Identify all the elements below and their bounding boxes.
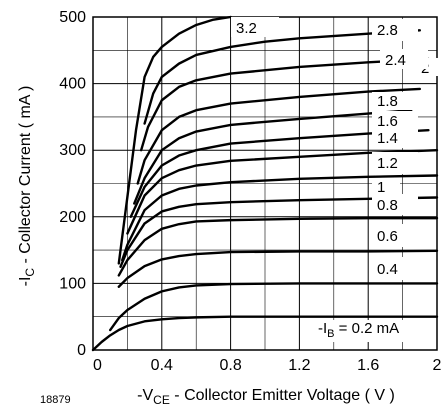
curve-label-ib-1: 1 xyxy=(377,179,385,196)
curve-labels: -IB = 0.2 mA0.40.60.811.21.41.61.822.42.… xyxy=(231,17,441,342)
curve-ib-0-8 xyxy=(117,216,439,277)
y-tick-label: 0 xyxy=(77,342,86,359)
curve-ib-0-6 xyxy=(117,249,439,288)
y-tick-label: 100 xyxy=(59,275,86,292)
y-tick-labels: 0 100 200 300 400 500 xyxy=(59,9,86,359)
characteristic-curves xyxy=(91,15,439,352)
curve-ib-1-6 xyxy=(129,129,430,218)
y-tick-label: 200 xyxy=(59,209,86,226)
curve-label-background xyxy=(372,178,400,194)
curve-label-background xyxy=(372,194,418,215)
curve-label-background xyxy=(372,92,418,110)
x-tick-label: 0 xyxy=(93,357,102,374)
y-tick-label: 400 xyxy=(59,76,86,93)
curve-label-ib-1-4: 1.4 xyxy=(377,130,398,147)
curve-label-background xyxy=(231,17,279,37)
curve-label-ib-2-8: 2.8 xyxy=(377,22,398,39)
curve-label-ib-0-8: 0.8 xyxy=(377,197,398,214)
curve-label-ib-2-4: 2.4 xyxy=(385,52,406,69)
curve-ib-2-4 xyxy=(139,57,430,152)
curve-label-background xyxy=(380,49,428,69)
curve-ib-1-2 xyxy=(121,174,439,262)
x-tick-label: 2 xyxy=(433,357,442,374)
curve-label-ib-0-4: 0.4 xyxy=(377,261,398,278)
x-axis-title: -VCE - Collector Emitter Voltage ( V ) xyxy=(137,387,395,407)
figure-id: 18879 xyxy=(40,394,71,406)
curve-label-ib-3-2: 3.2 xyxy=(236,20,257,37)
curve-ib-2 xyxy=(136,87,421,185)
x-tick-label: 0.4 xyxy=(151,357,173,374)
curve-label-ib-1-6: 1.6 xyxy=(377,113,398,130)
y-tick-label: 300 xyxy=(59,142,86,159)
curve-label-ib-0-6: 0.6 xyxy=(377,228,398,245)
curve-label-background xyxy=(303,320,429,342)
curve-label-ib-1-2: 1.2 xyxy=(377,155,398,172)
y-axis-title: -IC - Collector Current ( mA ) xyxy=(17,86,37,287)
x-tick-labels: 0 0.4 0.8 1.2 1.6 2 xyxy=(93,357,442,374)
x-tick-label: 1.6 xyxy=(357,357,379,374)
curve-ib-1-4 xyxy=(126,149,439,235)
curve-ib-1-8 xyxy=(133,109,413,205)
curve-ib-1 xyxy=(119,196,439,268)
curve-label-background xyxy=(372,111,418,129)
curve-label-background xyxy=(372,19,418,41)
curve-label-background xyxy=(372,128,418,148)
x-tick-label: 1.2 xyxy=(288,357,310,374)
curve-ib-0-4 xyxy=(109,282,439,332)
curve-label-ib-1-8: 1.8 xyxy=(377,93,398,110)
x-tick-label: 0.8 xyxy=(219,357,241,374)
curve-ib-2-8 xyxy=(143,29,421,125)
curve-label-background xyxy=(372,224,418,247)
curve-ib-3-2 xyxy=(117,15,232,265)
curve-ib-0-2 xyxy=(91,315,439,352)
curve-label-background xyxy=(372,257,418,280)
curve-label-ib-0-2: -IB = 0.2 mA xyxy=(318,320,399,340)
curve-label-background xyxy=(372,152,418,174)
y-tick-label: 500 xyxy=(59,9,86,26)
